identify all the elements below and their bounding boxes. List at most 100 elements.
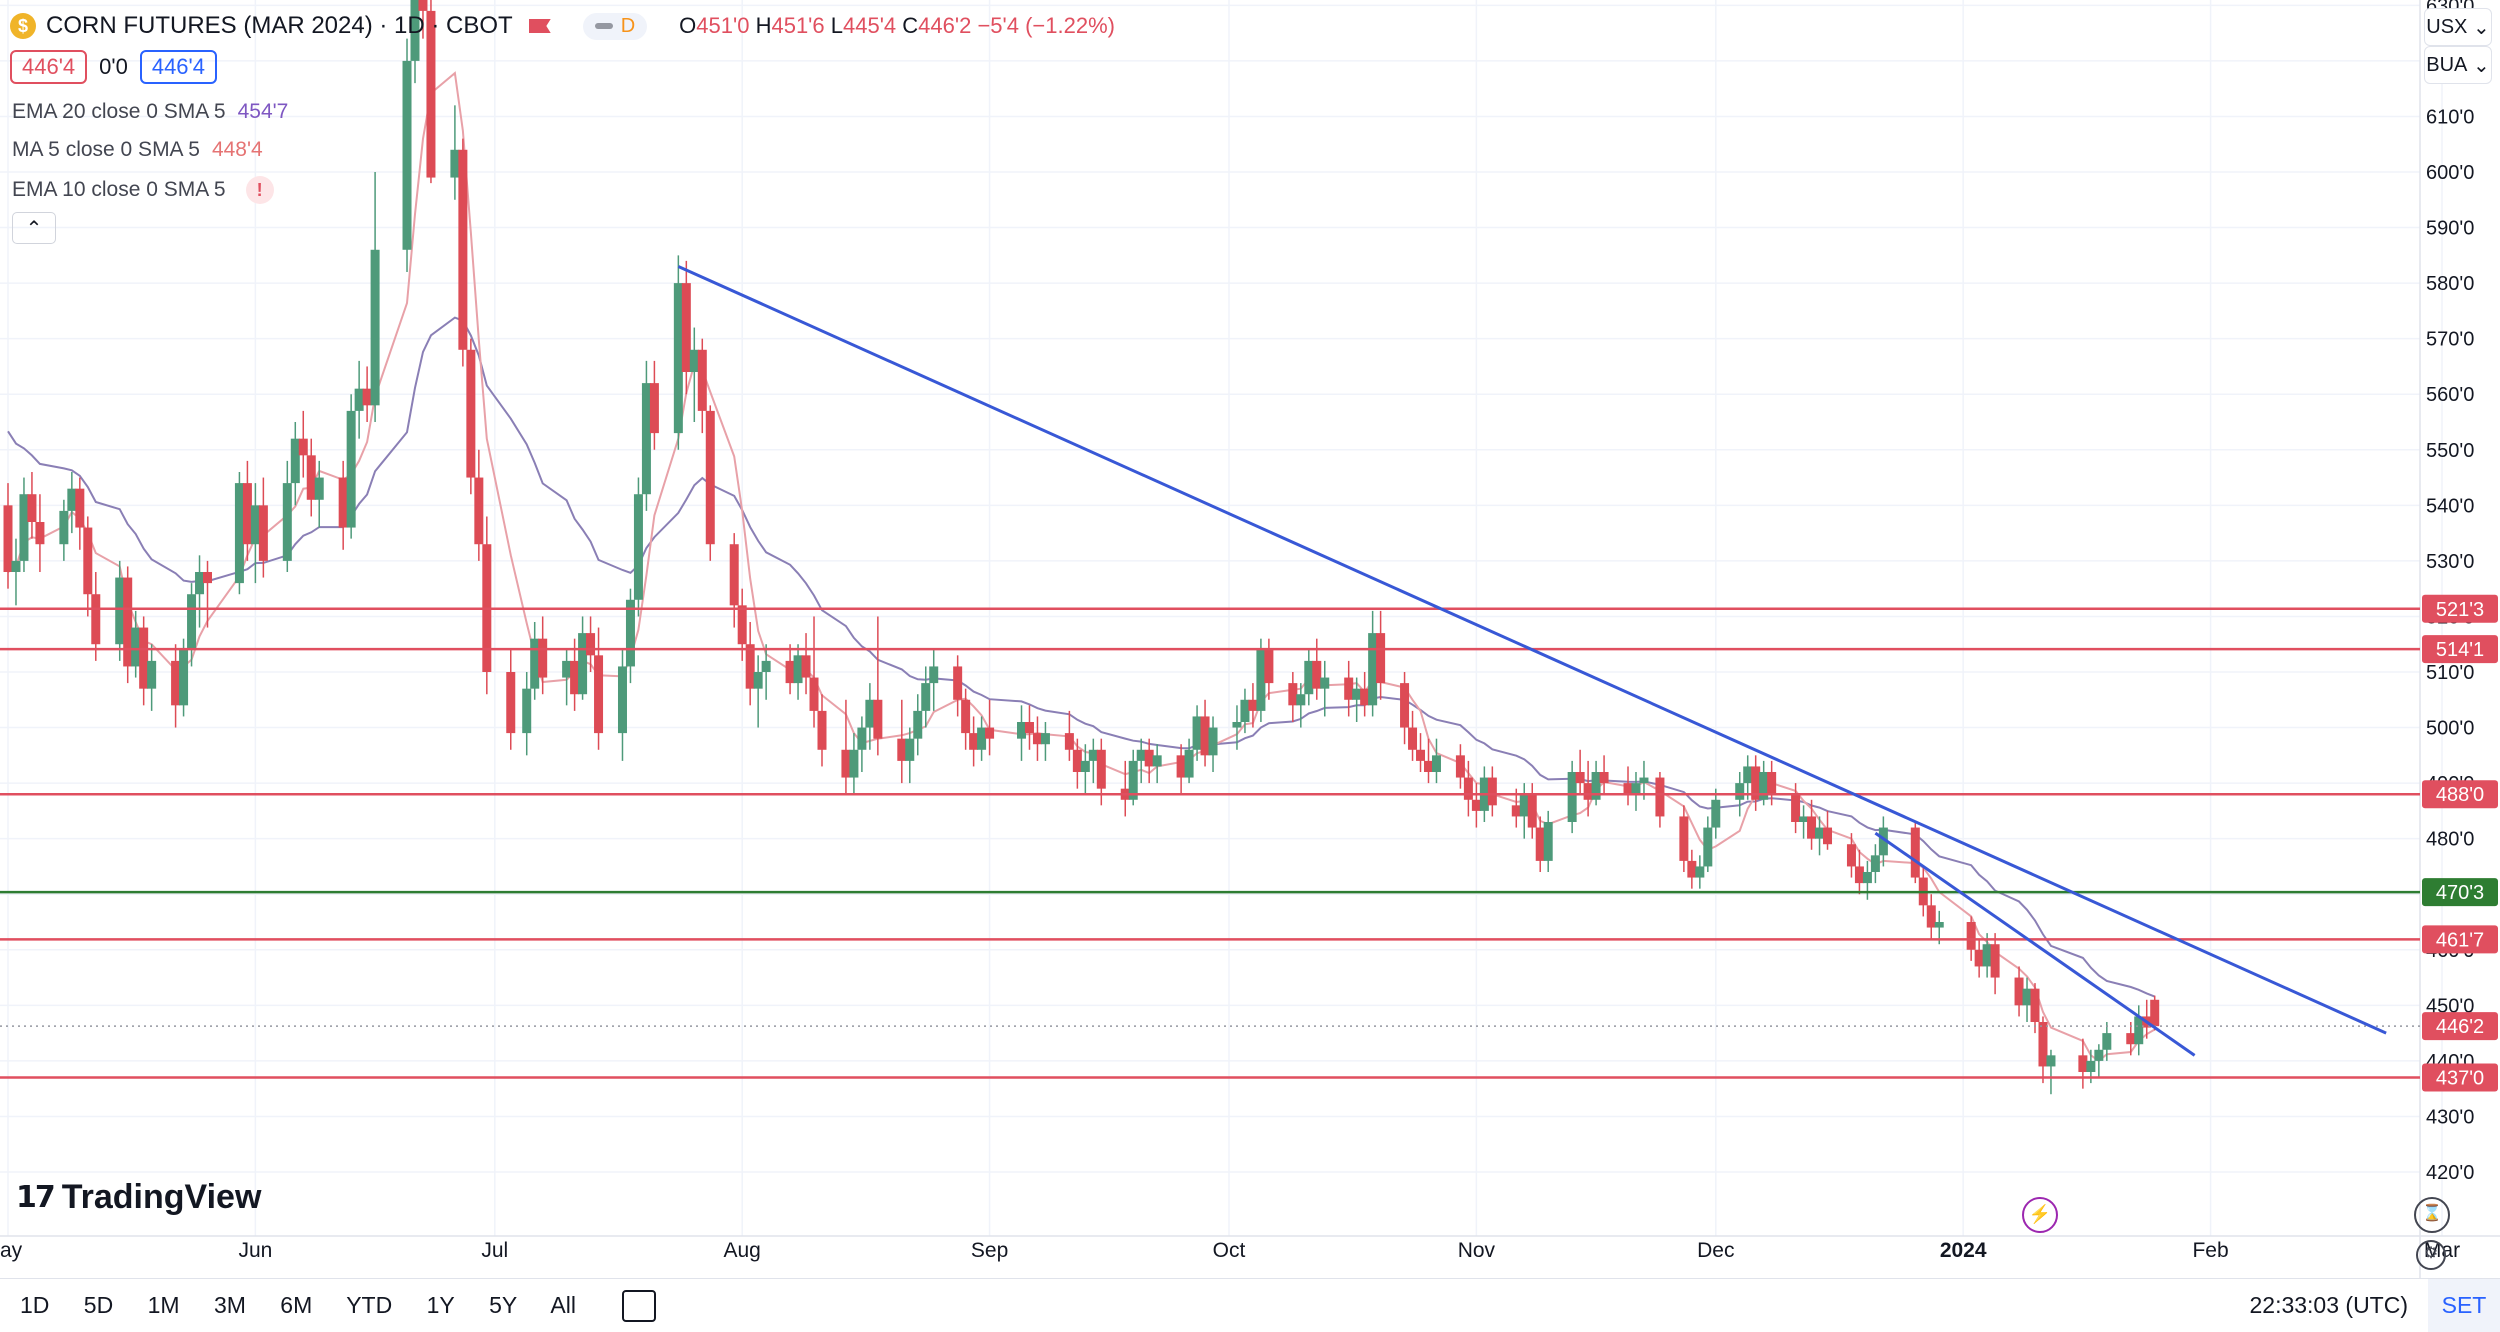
- candle-body: [1854, 866, 1864, 884]
- candle-body: [1791, 794, 1801, 822]
- timeframe-1d[interactable]: 1D: [20, 1292, 50, 1318]
- currency-select[interactable]: USX ⌄: [2424, 8, 2492, 46]
- candle-body: [1511, 805, 1521, 817]
- y-tick-label: 480'0: [2426, 829, 2474, 851]
- candle-body: [697, 349, 707, 411]
- timeframe-ytd[interactable]: YTD: [346, 1292, 393, 1318]
- candle-body: [91, 594, 101, 645]
- y-tick-label: 600'0: [2426, 162, 2474, 184]
- tradingview-logo[interactable]: 𝟭𝟳 TradingView: [16, 1178, 261, 1217]
- candle-body: [969, 733, 979, 750]
- warning-icon[interactable]: !: [245, 176, 274, 204]
- candle-body: [27, 494, 37, 522]
- candle-body: [977, 727, 987, 750]
- candle-body: [1623, 783, 1633, 795]
- trendline: [1874, 831, 2196, 1057]
- candle-body: [1463, 777, 1473, 800]
- candle-body: [1144, 749, 1154, 767]
- collapse-indicators-button[interactable]: ⌃: [12, 212, 56, 244]
- y-tick-label: 500'0: [2426, 718, 2474, 740]
- timeframe-3m[interactable]: 3M: [213, 1292, 246, 1318]
- candle-body: [1535, 827, 1545, 861]
- clock-icon[interactable]: ⌛: [2414, 1197, 2450, 1233]
- candle-body: [1080, 760, 1090, 772]
- candle-body: [873, 699, 883, 739]
- candle-body: [147, 660, 157, 689]
- candle-body: [1767, 772, 1777, 795]
- candle-body: [474, 477, 484, 545]
- candle-body: [123, 577, 133, 667]
- candle-body: [1352, 688, 1362, 700]
- flash-icon[interactable]: ⚡: [2022, 1197, 2058, 1233]
- candle-body: [1248, 699, 1258, 711]
- interval-pill[interactable]: D: [582, 12, 648, 40]
- open-label: O: [679, 13, 697, 38]
- candle-body: [1703, 827, 1713, 867]
- buy-price-button[interactable]: 446'4: [139, 50, 217, 84]
- calendar-range-icon[interactable]: [621, 1289, 656, 1322]
- y-tick-label: 580'0: [2426, 273, 2474, 295]
- candle-body: [139, 627, 149, 689]
- candle-body: [59, 510, 69, 545]
- candle-body: [689, 349, 699, 372]
- candle-body: [841, 749, 851, 778]
- candle-body: [785, 660, 795, 684]
- candle-body: [578, 633, 588, 695]
- candle-body: [402, 60, 412, 250]
- price-tag: [2422, 1012, 2498, 1041]
- price-tag: [2422, 1063, 2498, 1092]
- candle-body: [921, 683, 931, 711]
- candle-body: [1878, 827, 1888, 856]
- candle-body: [1416, 749, 1426, 761]
- candle-body: [1823, 827, 1833, 845]
- unit-select[interactable]: BUA ⌄: [2424, 46, 2492, 84]
- x-tick-label: Feb: [2192, 1239, 2228, 1262]
- indicator-ma5[interactable]: MA 5 close 0 SMA 5 448'4: [12, 138, 263, 162]
- symbol-title[interactable]: CORN FUTURES (MAR 2024) · 1D · CBOT: [46, 12, 513, 39]
- indicator-ema20[interactable]: EMA 20 close 0 SMA 5 454'7: [12, 100, 288, 124]
- candle-body: [1583, 783, 1593, 800]
- timeframe-6m[interactable]: 6M: [280, 1292, 313, 1318]
- candle-body: [1264, 649, 1274, 684]
- timeframe-5d[interactable]: 5D: [83, 1292, 114, 1318]
- candle-body: [1982, 944, 1992, 967]
- indicator-value: 448'4: [211, 138, 263, 161]
- timeframe-1m[interactable]: 1M: [147, 1292, 180, 1318]
- settings-gear-icon[interactable]: ⚙: [2416, 1240, 2446, 1270]
- timeframe-5y[interactable]: 5Y: [489, 1292, 518, 1318]
- candle-body: [306, 455, 316, 500]
- candle-body: [1519, 794, 1529, 817]
- candle-body: [410, 0, 420, 61]
- candle-body: [1655, 777, 1665, 817]
- indicator-label: EMA 10 close 0 SMA 5: [12, 178, 226, 201]
- price-tag-label: 514'1: [2436, 639, 2484, 661]
- high-label: H: [755, 13, 772, 38]
- x-tick-label: Jun: [238, 1239, 272, 1262]
- session-button[interactable]: SET: [2428, 1279, 2500, 1332]
- candle-body: [1687, 860, 1697, 878]
- candle-body: [737, 605, 747, 645]
- y-tick-label: 560'0: [2426, 384, 2474, 406]
- candle-body: [1320, 677, 1330, 689]
- candle-body: [1423, 760, 1433, 772]
- timeframe-all[interactable]: All: [550, 1292, 576, 1318]
- candle-body: [1639, 777, 1649, 784]
- candle-body: [2102, 1033, 2112, 1050]
- candle-body: [2078, 1055, 2088, 1072]
- candle-body: [857, 727, 867, 750]
- price-tag-label: 488'0: [2436, 784, 2484, 806]
- flag-icon[interactable]: [528, 19, 551, 33]
- moving-average-line: [7, 71, 2156, 1063]
- candle-body: [1208, 727, 1218, 756]
- candle-body: [817, 710, 827, 750]
- timeframe-list: 1D 5D 1M 3M 6M YTD 1Y 5Y All: [20, 1292, 604, 1319]
- sell-price-button[interactable]: 446'4: [10, 50, 88, 84]
- candle-body: [1200, 716, 1210, 756]
- candle-body: [793, 655, 803, 684]
- timeframe-1y[interactable]: 1Y: [426, 1292, 455, 1318]
- candle-body: [2126, 1033, 2136, 1045]
- indicator-ema10[interactable]: EMA 10 close 0 SMA 5!: [12, 176, 274, 204]
- candle-body: [1751, 766, 1761, 800]
- utc-clock[interactable]: 22:33:03 (UTC): [2249, 1292, 2408, 1318]
